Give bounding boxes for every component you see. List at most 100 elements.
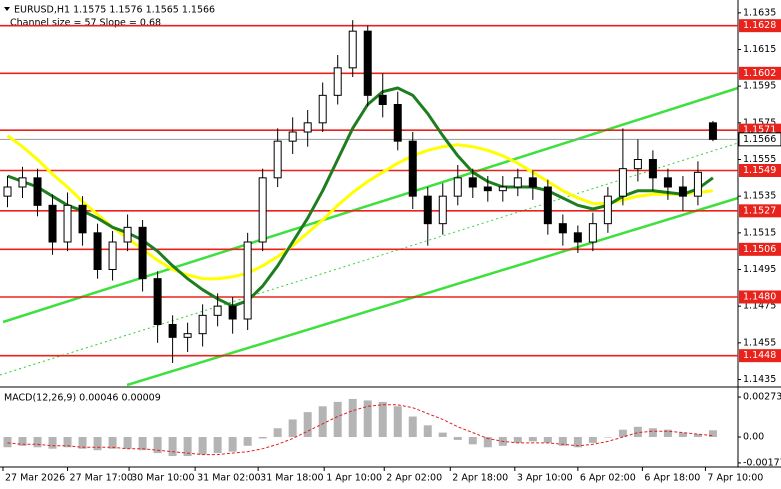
macd-bar <box>348 398 357 438</box>
macd-bar <box>198 437 207 455</box>
candle-body <box>558 223 567 234</box>
macd-bar <box>273 428 282 438</box>
y-tick-label: 1.1555 <box>743 154 776 165</box>
y-tick-label: 1.1495 <box>743 264 776 275</box>
candle-body <box>498 186 507 192</box>
candle-body <box>243 241 252 320</box>
x-tick-label: 31 Mar 02:00 <box>197 473 260 484</box>
collapse-icon <box>4 7 10 11</box>
current-price-label: 1.1566 <box>743 134 776 145</box>
candle-body <box>63 204 72 243</box>
macd-bar <box>618 429 627 438</box>
candle-body <box>468 177 477 188</box>
macd-bar <box>18 437 27 446</box>
macd-bar <box>378 401 387 438</box>
candle-body <box>18 177 27 188</box>
candle-body <box>348 30 357 69</box>
candle-body <box>618 168 627 197</box>
y-tick-label: 0.00 <box>743 432 764 443</box>
candle-body <box>453 177 462 197</box>
candle-body <box>78 204 87 234</box>
macd-bar <box>393 406 402 438</box>
level-label-box <box>739 164 781 177</box>
x-tick-label: 2 Apr 18:00 <box>452 473 508 484</box>
y-tick-label: 1.1575 <box>743 117 776 128</box>
macd-bar <box>183 437 192 457</box>
macd-bar <box>153 437 162 454</box>
candle-body <box>318 94 327 124</box>
candle-body <box>273 140 282 179</box>
macd-bar <box>408 416 417 438</box>
macd-bar <box>468 437 477 445</box>
macd-bar <box>123 437 132 449</box>
macd-bar <box>693 434 702 438</box>
candle-body <box>108 241 117 270</box>
macd-bar <box>663 429 672 438</box>
candle-body <box>393 104 402 142</box>
candle-body <box>138 226 147 280</box>
candle-body <box>483 186 492 192</box>
x-tick-label: 31 Mar 18:00 <box>260 473 323 484</box>
level-label-box <box>739 242 781 256</box>
macd-bar <box>318 406 327 438</box>
macd-bar <box>708 430 717 438</box>
current-price-box <box>738 132 781 147</box>
macd-bar <box>633 426 642 438</box>
candle-body <box>168 324 177 338</box>
macd-bar <box>63 437 72 448</box>
macd-bar <box>93 437 102 451</box>
chart-title: EURUSD,H1 1.1575 1.1576 1.1565 1.1566 <box>14 5 215 16</box>
macd-bar <box>648 428 657 438</box>
y-tick-label: 1.1475 <box>743 301 776 312</box>
y-tick-label: 1.1615 <box>743 44 776 55</box>
x-tick-label: 27 Mar 17:00 <box>70 473 133 484</box>
candle-body <box>93 232 102 270</box>
level-label: 1.1527 <box>743 205 776 216</box>
macd-bar <box>423 425 432 438</box>
level-label: 1.1602 <box>743 68 776 79</box>
candle-body <box>438 195 447 225</box>
candle-body <box>123 226 132 243</box>
macd-bar <box>528 437 537 442</box>
macd-bar <box>78 437 87 449</box>
candle-body <box>303 122 312 133</box>
candle-body <box>648 159 657 179</box>
macd-bar <box>558 437 567 446</box>
candle-body <box>603 195 612 225</box>
macd-bar <box>48 437 57 449</box>
candle-body <box>258 177 267 243</box>
level-label: 1.1628 <box>743 20 776 31</box>
level-label-box <box>739 204 781 218</box>
candle-body <box>708 122 717 140</box>
candle-body <box>288 131 297 142</box>
candle-body <box>543 186 552 225</box>
x-tick-label: 2 Apr 02:00 <box>386 473 442 484</box>
macd-bar <box>453 437 462 440</box>
candle-body <box>528 177 537 188</box>
y-tick-label: 1.1535 <box>743 191 776 202</box>
macd-bar <box>288 419 297 438</box>
x-tick-label: 1 Apr 10:00 <box>326 473 382 484</box>
channel-upper <box>2 86 739 324</box>
candle-body <box>48 204 57 243</box>
candle-body <box>3 186 12 197</box>
chart-subtitle: Channel size = 57 Slope = 0.68 <box>10 18 161 29</box>
macd-bar <box>33 437 42 448</box>
candle-body <box>633 159 642 170</box>
level-label: 1.1506 <box>743 244 776 255</box>
macd-bar <box>483 437 492 448</box>
macd-bar <box>573 437 582 448</box>
candle-body <box>213 305 222 316</box>
x-tick-label: 27 Mar 2026 <box>5 473 65 484</box>
macd-bar <box>678 432 687 438</box>
candle-body <box>423 195 432 225</box>
candle-body <box>153 278 162 325</box>
macd-bar <box>303 412 312 438</box>
macd-bar <box>258 437 267 439</box>
candle-body <box>333 67 342 96</box>
macd-bar <box>3 437 12 448</box>
macd-signal <box>7 404 713 456</box>
level-label: 1.1571 <box>743 125 776 136</box>
x-tick-label: 3 Apr 10:00 <box>517 473 573 484</box>
